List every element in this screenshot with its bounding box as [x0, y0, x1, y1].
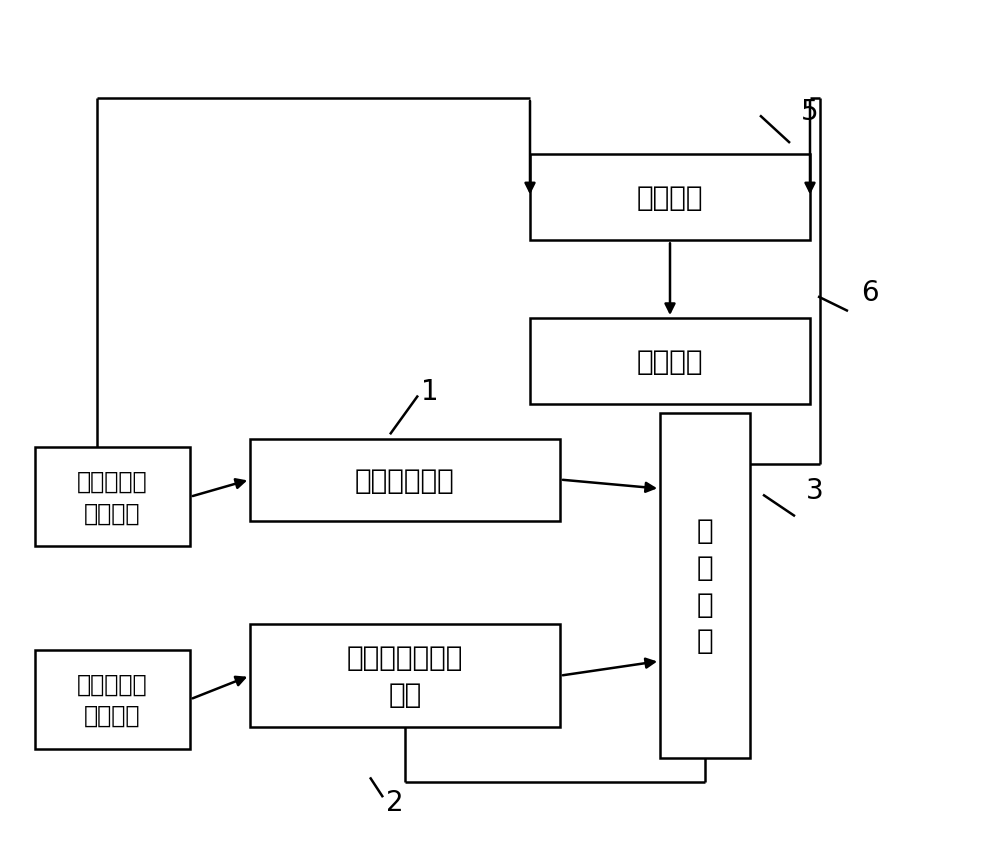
Text: 第二白细胞
测量系统: 第二白细胞 测量系统 — [77, 469, 148, 525]
Bar — [250, 439, 560, 521]
Text: 6: 6 — [861, 279, 879, 307]
Bar — [530, 319, 810, 405]
Bar — [660, 413, 750, 758]
Text: 1: 1 — [421, 378, 439, 406]
Bar — [35, 650, 190, 749]
Text: 5: 5 — [801, 98, 819, 126]
Text: 第一白细胞
测量系统: 第一白细胞 测量系统 — [77, 672, 148, 728]
Text: 2: 2 — [386, 789, 404, 816]
Text: 识别模块: 识别模块 — [637, 184, 703, 212]
Text: 3: 3 — [806, 477, 824, 505]
Text: 修
正
模
块: 修 正 模 块 — [697, 517, 713, 654]
Bar — [35, 448, 190, 547]
Bar — [530, 155, 810, 241]
Bar — [250, 624, 560, 728]
Text: 脂质颗粒数获取
模块: 脂质颗粒数获取 模块 — [347, 643, 463, 709]
Text: 初始计数模块: 初始计数模块 — [355, 466, 455, 494]
Text: 标记模块: 标记模块 — [637, 348, 703, 375]
